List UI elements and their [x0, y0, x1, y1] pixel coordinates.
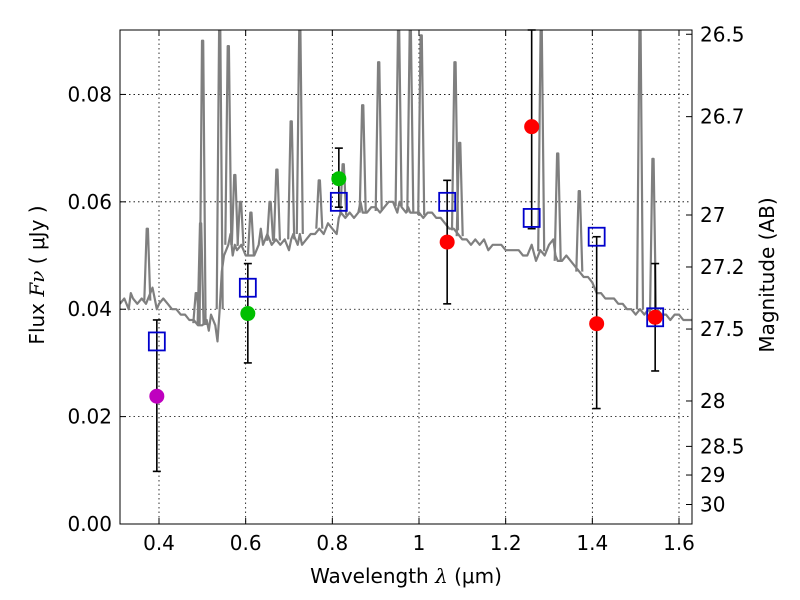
mag-tick-label: 26.5	[700, 22, 745, 46]
observed-point	[149, 388, 165, 404]
emission-line	[406, 30, 415, 213]
mag-tick-label: 27.2	[700, 255, 745, 279]
emission-line	[394, 30, 403, 207]
model-square	[238, 277, 257, 298]
y-tick-label: 0.00	[67, 512, 112, 536]
y-tick-label: 0.08	[67, 82, 112, 106]
spectrum-layer	[120, 30, 692, 343]
model-square	[329, 191, 348, 212]
emission-line	[246, 211, 255, 256]
x-tick-label: 1.2	[490, 531, 522, 555]
emission-line	[635, 30, 645, 310]
y-tick-label: 0.02	[67, 405, 112, 429]
emission-line	[266, 200, 275, 241]
x-tick-label: 0.4	[143, 531, 175, 555]
emission-line	[450, 61, 460, 231]
emission-line	[339, 163, 348, 216]
mag-tick-label: 28.5	[700, 434, 745, 458]
mag-tick-label: 27.5	[700, 317, 745, 341]
y-tick-labels: 0.00 0.02 0.04 0.06 0.08	[67, 82, 112, 536]
emission-line	[215, 30, 224, 310]
emission-line	[455, 141, 464, 237]
mag-tick-label: 29	[700, 463, 725, 487]
mag-tick-label: 26.7	[700, 105, 745, 129]
emission-line	[315, 179, 324, 229]
y-axis-label: Flux Fν ( μJy )	[25, 205, 49, 344]
model-square	[522, 208, 541, 228]
observed-photometry-points	[149, 119, 663, 404]
x-tick-label: 1.6	[663, 531, 695, 555]
x-tick-label: 0.8	[316, 531, 348, 555]
emission-line	[143, 227, 152, 301]
observed-point	[439, 234, 455, 250]
emission-line	[224, 45, 233, 245]
model-square	[438, 191, 457, 212]
observed-point	[524, 119, 540, 135]
model-photometry-squares	[147, 191, 665, 352]
emission-line	[417, 34, 426, 216]
emission-line	[537, 30, 546, 252]
model-square	[147, 331, 166, 352]
y-axis-right-label: Magnitude (AB)	[755, 197, 779, 352]
x-tick-label: 1.4	[576, 531, 608, 555]
y-tick-label: 0.04	[67, 297, 112, 321]
mag-tick-label: 27	[700, 203, 725, 227]
emission-line	[553, 152, 562, 261]
observed-point	[240, 306, 256, 322]
plot-frame	[119, 29, 693, 525]
observed-point	[647, 309, 663, 325]
emission-line	[287, 120, 296, 240]
emission-line	[374, 61, 383, 212]
x-tick-label: 0.6	[230, 531, 262, 555]
x-axis-label: Wavelength λ (μm)	[310, 564, 502, 588]
emission-line	[236, 200, 245, 246]
x-tick-labels: 0.4 0.6 0.8 1 1.2 1.4 1.6	[143, 531, 695, 555]
mag-tick-label: 28	[700, 389, 725, 413]
emission-line	[358, 104, 367, 213]
mag-tick-label: 30	[700, 493, 725, 517]
emission-line	[198, 39, 207, 326]
observed-point	[589, 316, 605, 332]
emission-line	[648, 157, 658, 315]
model-square	[587, 226, 606, 247]
y-tick-label: 0.06	[67, 190, 112, 214]
x-tick-label: 1	[413, 531, 426, 555]
emission-line	[230, 173, 239, 245]
magnitude-tick-labels: 26.5 26.7 27 27.2 27.5 28 28.5 29 30	[700, 22, 745, 516]
tick-marks	[120, 30, 692, 525]
model-square	[646, 307, 665, 328]
observed-point	[331, 171, 347, 187]
emission-line	[272, 168, 281, 241]
emission-line	[295, 30, 304, 235]
emission-line	[575, 190, 584, 272]
